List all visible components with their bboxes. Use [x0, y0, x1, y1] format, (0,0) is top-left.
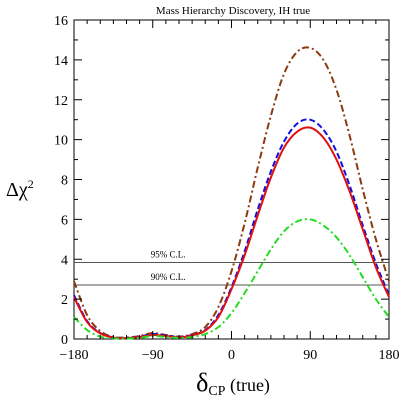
- y-axis-superscript: 2: [28, 177, 34, 191]
- series-line-dashed-blue: [73, 118, 390, 340]
- y-tick-label: 4: [61, 253, 68, 268]
- x-axis-title: δCP (true): [196, 368, 270, 399]
- y-tick-label: 8: [61, 174, 68, 189]
- x-tick-label: −180: [60, 348, 89, 363]
- series-line-dash-dot-green: [73, 218, 390, 340]
- y-axis-title: Δχ2: [6, 177, 34, 201]
- x-tick-label: 180: [379, 348, 400, 363]
- chart-title: Mass Hierarchy Discovery, IH true: [156, 5, 310, 17]
- x-tick-label: 90: [303, 348, 317, 363]
- x-tick-label: −90: [142, 348, 164, 363]
- y-axis-symbol: Δχ: [6, 179, 28, 201]
- reference-lines: 95% C.L. 90% C.L.: [74, 249, 389, 286]
- axis-ticks: −180 −90 0 90 180 0 2 4 6 8 10 12 14 16: [54, 14, 400, 363]
- series-lines: [73, 46, 390, 340]
- y-tick-label: 14: [54, 54, 68, 69]
- y-tick-label: 10: [54, 134, 68, 149]
- cl-label: 95% C.L.: [151, 249, 186, 259]
- x-axis-suffix: (true): [225, 375, 269, 396]
- x-axis-symbol: δ: [196, 368, 208, 397]
- y-tick-label: 12: [54, 94, 68, 109]
- series-line-dash-dot-brown: [73, 46, 390, 339]
- cl-label: 90% C.L.: [151, 272, 186, 282]
- series-line-solid-red: [73, 126, 390, 340]
- y-tick-label: 2: [61, 293, 68, 308]
- y-tick-label: 0: [61, 333, 68, 348]
- y-tick-label: 16: [54, 14, 68, 29]
- x-axis-subscript: CP: [208, 384, 225, 399]
- y-tick-label: 6: [61, 213, 68, 228]
- x-tick-label: 0: [228, 348, 235, 363]
